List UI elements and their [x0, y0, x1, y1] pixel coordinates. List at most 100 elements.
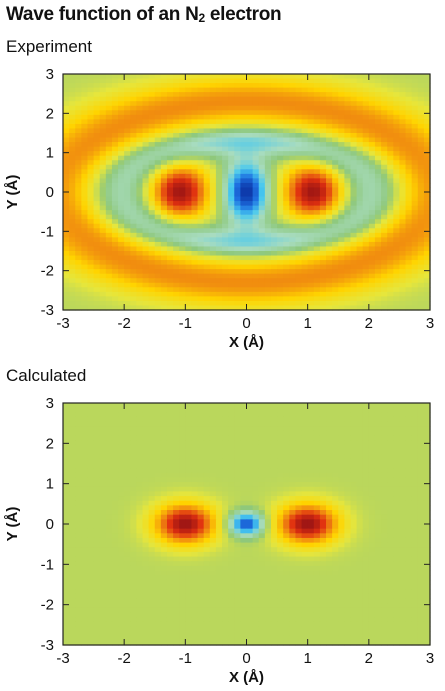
heatmap-cell	[399, 119, 407, 125]
heatmap-cell	[332, 232, 339, 238]
heatmap-cell	[154, 214, 162, 220]
heatmap-cell	[264, 137, 272, 143]
heatmap-cell	[405, 142, 413, 148]
heatmap-cell	[124, 282, 131, 288]
heatmap-cell	[332, 264, 339, 270]
heatmap-cell	[93, 223, 101, 229]
heatmap-cell	[136, 178, 144, 184]
heatmap-cell	[362, 214, 370, 220]
heatmap-cell	[234, 201, 241, 207]
heatmap-cell	[234, 251, 241, 257]
heatmap-cell	[319, 291, 327, 297]
heatmap-cell	[148, 74, 156, 80]
heatmap-cell	[179, 287, 186, 293]
heatmap-cell	[75, 114, 82, 120]
heatmap-cell	[368, 510, 376, 516]
heatmap-cell	[289, 133, 297, 139]
heatmap-cell	[111, 223, 119, 229]
heatmap-cell	[313, 232, 321, 238]
heatmap-cell	[277, 169, 284, 175]
heatmap-cell	[99, 421, 107, 427]
heatmap-cell	[63, 128, 70, 134]
heatmap-cell	[301, 458, 309, 465]
heatmap-cell	[87, 477, 95, 483]
heatmap-cell	[105, 210, 113, 216]
heatmap-cell	[93, 201, 101, 207]
heatmap-cell	[197, 496, 205, 502]
heatmap-cell	[326, 114, 333, 120]
heatmap-cell	[148, 196, 156, 202]
heatmap-cell	[130, 101, 137, 107]
heatmap-cell	[295, 201, 303, 207]
heatmap-cell	[307, 92, 315, 98]
heatmap-cell	[160, 164, 168, 170]
heatmap-cell	[234, 74, 241, 80]
heatmap-cell	[374, 133, 382, 139]
heatmap-cell	[160, 273, 168, 279]
heatmap-cell	[179, 421, 186, 427]
heatmap-cell	[191, 105, 199, 111]
heatmap-cell	[326, 505, 333, 511]
heatmap-cell	[381, 458, 388, 465]
heatmap-cell	[399, 491, 407, 497]
heatmap-cell	[228, 472, 235, 479]
heatmap-cell	[234, 114, 241, 120]
heatmap-cell	[399, 133, 407, 139]
heatmap-cell	[222, 237, 229, 243]
heatmap-cell	[197, 416, 205, 423]
heatmap-cell	[234, 119, 241, 125]
heatmap-cell	[423, 458, 431, 465]
heatmap-cell	[356, 403, 364, 409]
heatmap-cell	[111, 463, 119, 469]
heatmap-cell	[301, 463, 309, 469]
heatmap-cell	[399, 114, 407, 120]
heatmap-cell	[350, 142, 358, 148]
heatmap-cell	[173, 519, 180, 525]
heatmap-cell	[215, 528, 223, 534]
heatmap-cell	[338, 192, 345, 198]
heatmap-cell	[295, 421, 303, 427]
heatmap-cell	[252, 78, 260, 84]
heatmap-cell	[99, 430, 107, 437]
heatmap-cell	[240, 142, 248, 148]
heatmap-cell	[179, 403, 186, 409]
heatmap-cell	[289, 500, 297, 506]
heatmap-cell	[81, 430, 89, 437]
heatmap-cell	[154, 160, 162, 166]
heatmap-cell	[405, 237, 413, 243]
heatmap-cell	[124, 491, 131, 497]
heatmap-cell	[350, 477, 358, 483]
heatmap-cell	[191, 407, 199, 413]
heatmap-cell	[246, 83, 254, 89]
heatmap-cell	[93, 114, 101, 120]
heatmap-cell	[203, 514, 211, 520]
heatmap-cell	[374, 210, 382, 216]
heatmap-cell	[277, 133, 284, 139]
heatmap-cell	[258, 305, 266, 311]
heatmap-cell	[148, 278, 156, 284]
heatmap-cell	[326, 119, 333, 125]
heatmap-cell	[142, 142, 150, 148]
heatmap-cell	[283, 510, 290, 516]
heatmap-cell	[142, 435, 150, 441]
heatmap-cell	[307, 151, 315, 157]
heatmap-cell	[295, 223, 303, 229]
heatmap-cell	[313, 114, 321, 120]
heatmap-cell	[197, 287, 205, 293]
heatmap-cell	[399, 260, 407, 266]
heatmap-cell	[289, 83, 297, 89]
heatmap-cell	[374, 223, 382, 229]
heatmap-cell	[75, 255, 82, 261]
heatmap-cell	[270, 416, 278, 423]
heatmap-cell	[136, 101, 144, 107]
heatmap-cell	[99, 519, 107, 525]
heatmap-cell	[332, 146, 339, 152]
heatmap-cell	[319, 110, 327, 116]
heatmap-cell	[234, 92, 241, 98]
heatmap-cell	[411, 255, 419, 261]
heatmap-cell	[423, 114, 431, 120]
heatmap-cell	[93, 146, 101, 152]
heatmap-cell	[356, 477, 364, 483]
heatmap-cell	[111, 300, 119, 307]
heatmap-cell	[277, 533, 284, 539]
